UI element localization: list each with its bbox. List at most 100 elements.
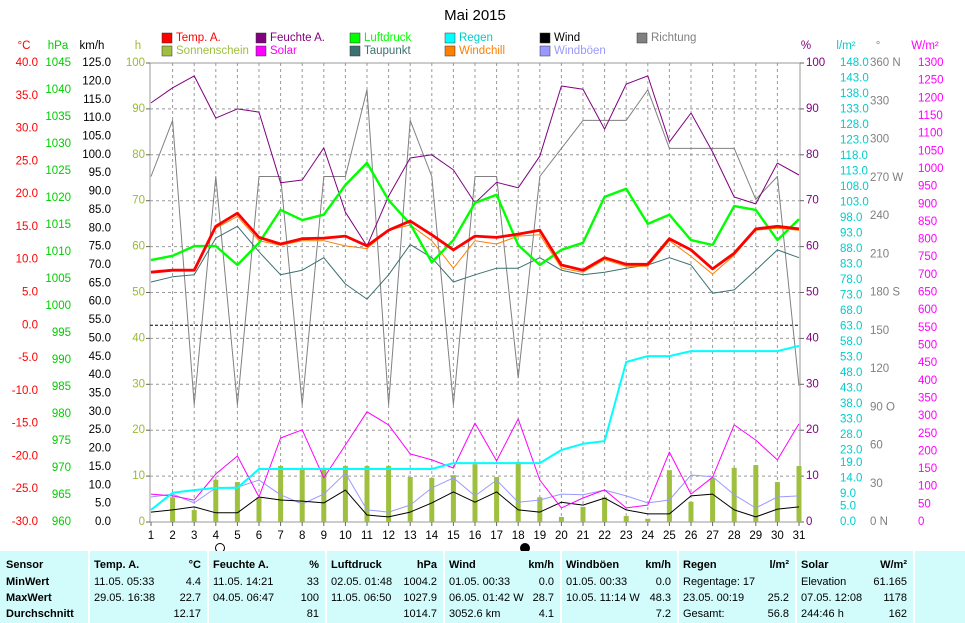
legend-label: Feuchte A. xyxy=(270,32,325,44)
y-tick-label: -30.0 xyxy=(12,516,38,528)
y-tick-label: 20 xyxy=(132,424,145,436)
row-label: MaxWert xyxy=(6,592,52,604)
y-tick-label: 113.0 xyxy=(840,166,868,178)
x-tick-label: 13 xyxy=(404,530,417,542)
y-tick-label: 23.0 xyxy=(840,445,862,457)
y-tick-label: -10.0 xyxy=(12,385,38,397)
y-tick-label: 5.0 xyxy=(840,501,856,513)
column-header: Temp. A. xyxy=(94,559,140,571)
y-tick-label: -20.0 xyxy=(12,450,38,462)
x-tick-label: 8 xyxy=(299,530,305,542)
cell-label: 11.05. 14:21 xyxy=(213,576,274,588)
y-tick-label: 53.0 xyxy=(840,352,862,364)
legend-swatch xyxy=(349,45,361,57)
y-tick-label: 10.0 xyxy=(16,254,38,266)
y-tick-label: 5.0 xyxy=(22,287,38,299)
cell-label: 01.05. 00:33 xyxy=(566,576,628,588)
x-tick-label: 14 xyxy=(425,530,438,542)
y-tick-label: 40.0 xyxy=(16,57,38,69)
x-tick-label: 6 xyxy=(256,530,262,542)
bar xyxy=(450,475,456,522)
bar xyxy=(515,461,521,522)
column-header: Luftdruck xyxy=(331,559,382,571)
x-tick-label: 22 xyxy=(598,530,611,542)
y-tick-label: 80 xyxy=(132,149,145,161)
y-tick-label: 960 xyxy=(52,516,71,528)
legend-label: Luftdruck xyxy=(364,32,412,44)
y-tick-label: 0 N xyxy=(870,516,888,528)
y-tick-label: 10 xyxy=(806,470,819,482)
bar xyxy=(321,467,327,522)
y-tick-label: 700 xyxy=(918,269,937,281)
bar xyxy=(537,497,543,522)
cell-value: 7.2 xyxy=(655,608,671,620)
y-tick-label: 28.0 xyxy=(840,429,862,441)
y-tick-label: 1050 xyxy=(918,145,944,157)
y-tick-label: 1005 xyxy=(45,273,71,285)
y-tick-label: 0 xyxy=(918,516,924,528)
column-unit: l/m² xyxy=(769,559,789,571)
x-tick-label: 25 xyxy=(663,530,676,542)
x-tick-label: 3 xyxy=(191,530,197,542)
cell-label: 07.05. 12:08 xyxy=(801,592,863,604)
cell-value: 48.3 xyxy=(649,592,671,604)
legend-label: Windböen xyxy=(554,45,606,57)
cell-label: 23.05. 00:19 xyxy=(683,592,745,604)
y-tick-label: 0.0 xyxy=(95,516,111,528)
legend-label: Sonnenschein xyxy=(176,45,249,57)
y-tick-label: 148.0 xyxy=(840,57,869,69)
y-tick-label: 120.0 xyxy=(82,75,111,87)
legend-swatch xyxy=(636,32,648,44)
bar xyxy=(278,466,284,522)
y-tick-label: 80.0 xyxy=(89,222,111,234)
y-tick-label: 120 xyxy=(870,363,889,375)
x-tick-label: 24 xyxy=(641,530,654,542)
column-header: Wind xyxy=(449,559,476,571)
y-tick-label: 965 xyxy=(52,489,71,501)
axis-unit: ° xyxy=(876,40,881,52)
bar xyxy=(407,477,413,522)
legend-swatch xyxy=(539,45,551,57)
bar xyxy=(753,465,759,522)
y-tick-label: 980 xyxy=(52,408,71,420)
y-tick-label: 25.0 xyxy=(89,424,111,436)
column-unit: km/h xyxy=(528,559,554,571)
axis-unit: °C xyxy=(18,40,31,52)
y-tick-label: 45.0 xyxy=(89,351,111,363)
y-tick-label: 100 xyxy=(806,57,825,69)
bar xyxy=(623,516,629,522)
legend-swatch xyxy=(444,45,456,57)
y-tick-label: 90 xyxy=(132,103,145,115)
y-tick-label: 1000 xyxy=(45,300,71,312)
y-tick-label: 70.0 xyxy=(89,259,111,271)
cell-label: Elevation xyxy=(801,576,847,588)
y-tick-label: 88.0 xyxy=(840,243,862,255)
x-tick-label: 29 xyxy=(749,530,762,542)
axis-unit: W/m² xyxy=(911,40,939,52)
y-tick-label: 20 xyxy=(806,424,819,436)
y-tick-label: 83.0 xyxy=(840,259,862,271)
bar xyxy=(364,466,370,522)
y-tick-label: 73.0 xyxy=(840,290,862,302)
column-unit: km/h xyxy=(645,559,671,571)
y-tick-label: 1000 xyxy=(918,163,944,175)
y-tick-label: 43.0 xyxy=(840,383,862,395)
y-tick-label: 210 xyxy=(870,248,889,260)
series-line xyxy=(150,472,800,513)
y-tick-label: 25.0 xyxy=(16,155,38,167)
y-tick-label: 20.0 xyxy=(16,188,38,200)
x-tick-label: 28 xyxy=(728,530,741,542)
x-tick-label: 1 xyxy=(148,530,154,542)
y-tick-label: 128.0 xyxy=(840,119,869,131)
y-tick-label: 108.0 xyxy=(840,181,869,193)
y-tick-label: 55.0 xyxy=(89,314,111,326)
y-tick-label: 30 xyxy=(806,378,819,390)
y-tick-label: 15.0 xyxy=(16,221,38,233)
y-tick-label: 750 xyxy=(918,251,937,263)
y-tick-label: 115.0 xyxy=(83,94,111,106)
legend-label: Wind xyxy=(554,32,580,44)
cell-value: 4.1 xyxy=(538,608,554,620)
cell-label: 02.05. 01:48 xyxy=(331,576,393,588)
cell-label: 11.05. 05:33 xyxy=(94,576,155,588)
y-tick-label: 900 xyxy=(918,198,937,210)
